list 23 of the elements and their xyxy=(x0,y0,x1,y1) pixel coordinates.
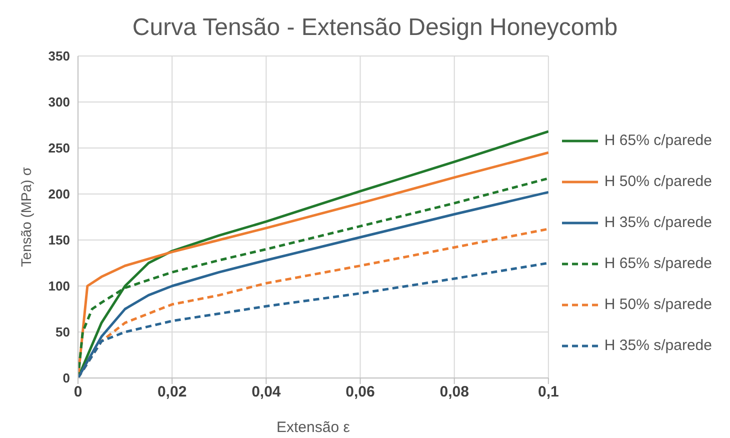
x-axis-title: Extensão ε xyxy=(276,419,350,436)
x-tick-label: 0 xyxy=(74,384,82,401)
y-axis-title: Tensão (MPa) σ xyxy=(18,166,34,267)
y-tick-label: 250 xyxy=(48,140,70,156)
legend-label: H 35% s/parede xyxy=(604,337,712,354)
y-tick-label: 350 xyxy=(48,48,70,64)
x-tick-label: 0,04 xyxy=(252,384,282,401)
x-tick-label: 0,02 xyxy=(157,384,187,401)
legend-label: H 35% c/parede xyxy=(604,214,712,231)
x-tick-label: 0,06 xyxy=(346,384,375,401)
x-tick-label: 0,1 xyxy=(538,384,559,401)
chart-title: Curva Tensão - Extensão Design Honeycomb xyxy=(131,13,619,43)
y-tick-label: 150 xyxy=(48,232,70,248)
y-tick-label: 0 xyxy=(62,370,70,386)
y-tick-label: 50 xyxy=(56,324,70,340)
legend-label: H 50% c/parede xyxy=(604,173,712,190)
y-tick-label: 100 xyxy=(48,278,70,294)
legend-label: H 65% s/parede xyxy=(604,255,712,272)
legend-label: H 50% s/parede xyxy=(604,296,712,313)
legend-label: H 65% c/parede xyxy=(604,132,712,149)
x-tick-label: 0,08 xyxy=(440,384,469,401)
y-tick-label: 200 xyxy=(48,186,70,202)
y-tick-label: 300 xyxy=(48,94,70,110)
